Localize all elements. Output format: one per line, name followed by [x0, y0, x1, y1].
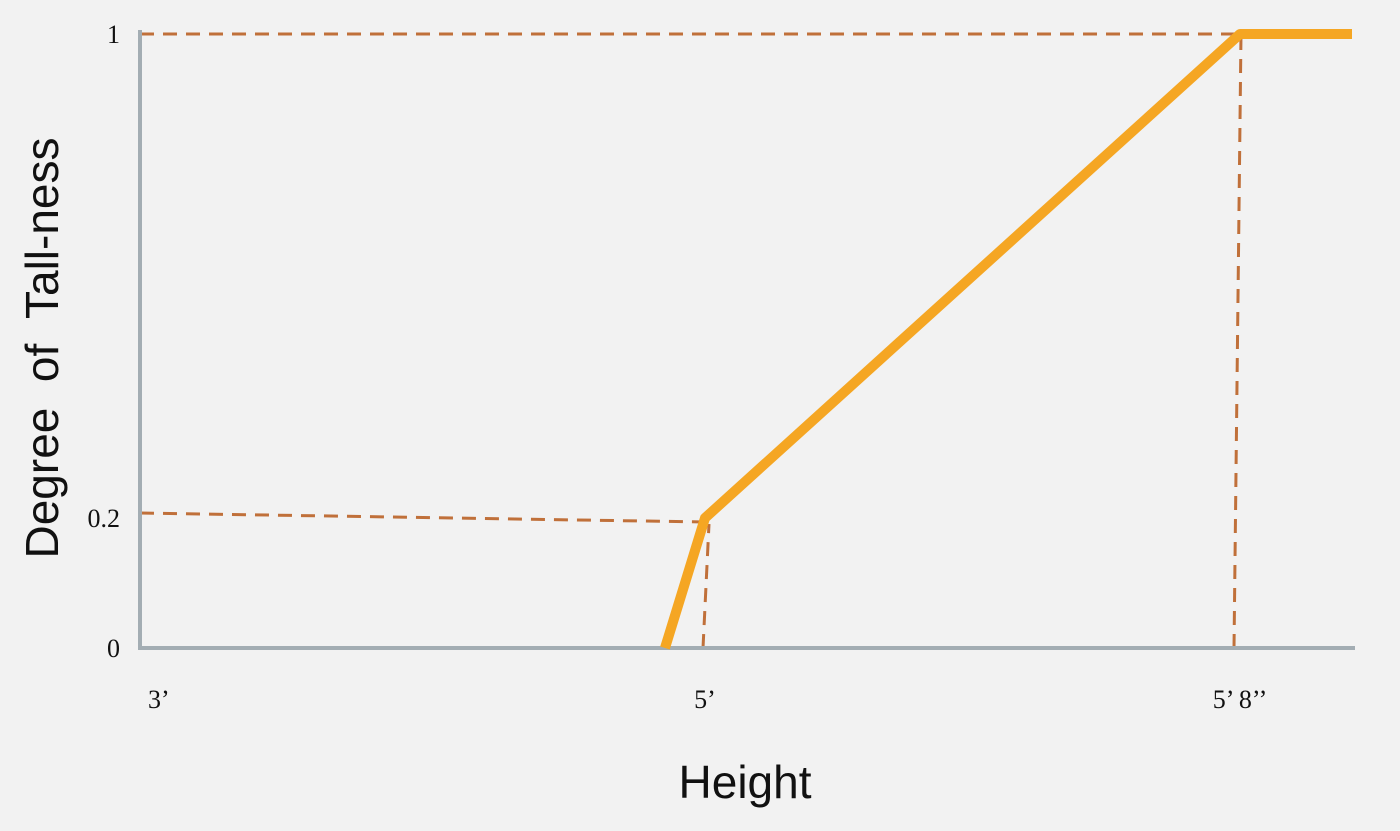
reference-line: [139, 511, 706, 524]
x-axis-title: Height: [679, 756, 812, 808]
y-tick-label: 1: [107, 20, 120, 49]
x-tick-label: 3’: [148, 685, 170, 714]
reference-line: [701, 523, 711, 649]
axes: [138, 30, 1355, 650]
series-line: [660, 29, 1352, 650]
tick-labels: 3’ 5’ 5’ 8’’ 0 0.2 1: [88, 20, 1268, 714]
x-tick-label: 5’ 8’’: [1213, 685, 1268, 714]
y-tick-label: 0.2: [88, 504, 121, 533]
y-tick-label: 0: [107, 634, 120, 663]
series: [660, 29, 1352, 650]
x-tick-label: 5’: [694, 685, 716, 714]
y-axis-title: Degree of Tall-ness: [16, 137, 68, 558]
reference-lines: [139, 32, 1243, 649]
reference-line: [1232, 33, 1243, 649]
